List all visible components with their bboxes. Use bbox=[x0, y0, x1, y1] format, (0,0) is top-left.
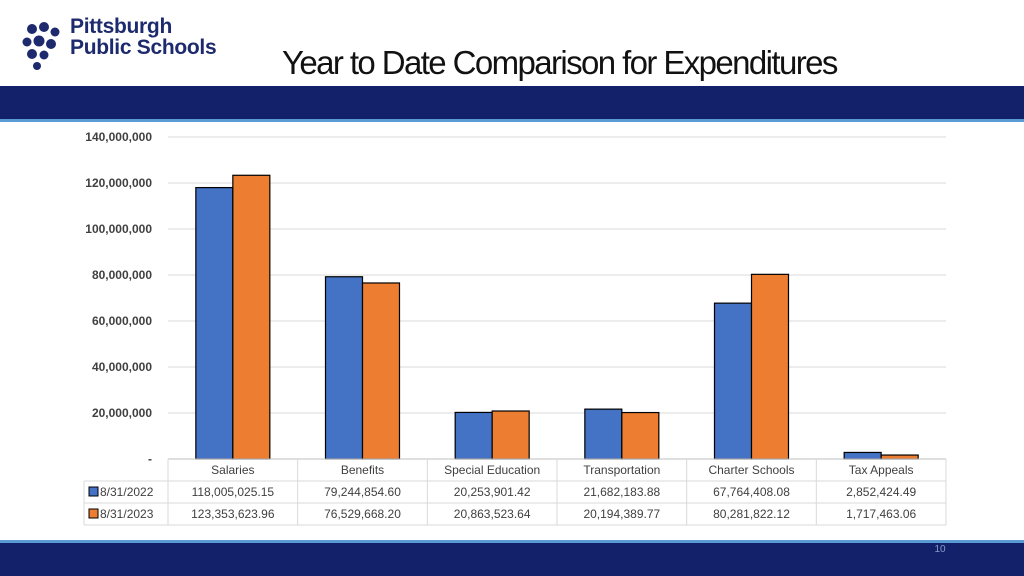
bar-8/31/2023-Tax Appeals bbox=[880, 454, 919, 460]
table-value-cell: 20,253,901.42 bbox=[454, 485, 531, 499]
table-category-label: Transportation bbox=[583, 463, 660, 477]
table-value-cell: 20,863,523.64 bbox=[454, 507, 531, 521]
y-tick-label: 60,000,000 bbox=[92, 314, 152, 328]
footer-band bbox=[0, 543, 1024, 576]
bar-8/31/2022-Charter Schools bbox=[713, 302, 753, 460]
table-value-cell: 76,529,668.20 bbox=[324, 507, 401, 521]
y-tick-label: 100,000,000 bbox=[85, 222, 152, 236]
table-category-label: Benefits bbox=[341, 463, 384, 477]
table-category-label: Charter Schools bbox=[708, 463, 794, 477]
bar-8/31/2023-Benefits bbox=[361, 282, 401, 460]
bar-8/31/2022-Benefits bbox=[324, 276, 364, 460]
bar-8/31/2022-Special Education bbox=[454, 411, 493, 460]
pittsburgh-public-schools-logo: Pittsburgh Public Schools bbox=[22, 16, 242, 74]
grid-lines bbox=[168, 136, 946, 414]
bar-8/31/2023-Charter Schools bbox=[750, 273, 790, 460]
expenditure-bar-chart: - 20,000,000 40,000,000 60,000,000 80,000,00… bbox=[83, 130, 947, 526]
table-value-cell: 80,281,822.12 bbox=[713, 507, 790, 521]
bar-8/31/2022-Transportation bbox=[584, 408, 623, 460]
y-axis-ticks: - 20,000,000 40,000,000 60,000,000 80,000,00… bbox=[85, 130, 152, 466]
table-value-cell: 123,353,623.96 bbox=[191, 507, 275, 521]
table-value-cell: 21,682,183.88 bbox=[583, 485, 660, 499]
table-value-cell: 67,764,408.08 bbox=[713, 485, 790, 499]
logo-wordmark: Pittsburgh Public Schools bbox=[70, 15, 217, 59]
data-table: Salaries Benefits Special Education Transpo… bbox=[83, 458, 947, 526]
table-value-cell: 118,005,025.15 bbox=[192, 485, 275, 499]
legend-series-name: 8/31/2023 bbox=[100, 507, 154, 521]
page-number: 10 bbox=[934, 544, 946, 555]
legend-series-name: 8/31/2022 bbox=[100, 485, 154, 499]
y-tick-label: 80,000,000 bbox=[92, 268, 152, 282]
logo-mark-icon bbox=[22, 22, 60, 70]
slide-title: Year to Date Comparison for Expenditures bbox=[282, 44, 838, 81]
y-tick-label: - bbox=[148, 452, 152, 466]
bar-8/31/2023-Salaries bbox=[232, 174, 271, 460]
bar-8/31/2022-Tax Appeals bbox=[843, 451, 882, 460]
table-value-cell: 2,852,424.49 bbox=[846, 485, 916, 499]
bars bbox=[195, 174, 919, 460]
legend-swatch-8/31/2023 bbox=[88, 508, 99, 519]
bar-8/31/2022-Salaries bbox=[195, 186, 234, 460]
table-value-cell: 20,194,389.77 bbox=[583, 507, 660, 521]
table-category-label: Salaries bbox=[211, 463, 254, 477]
y-tick-label: 140,000,000 bbox=[85, 130, 152, 144]
y-tick-label: 20,000,000 bbox=[92, 406, 152, 420]
table-value-cell: 79,244,854.60 bbox=[324, 485, 401, 499]
legend-swatch-8/31/2022 bbox=[88, 486, 99, 497]
footer-accent-line bbox=[0, 540, 1024, 543]
bar-8/31/2023-Special Education bbox=[491, 410, 530, 460]
table-value-cell: 1,717,463.06 bbox=[846, 507, 916, 521]
table-category-label: Special Education bbox=[444, 463, 540, 477]
table-category-label: Tax Appeals bbox=[849, 463, 914, 477]
logo-line-2: Public Schools bbox=[70, 36, 217, 59]
y-tick-label: 40,000,000 bbox=[92, 360, 152, 374]
header-band bbox=[0, 86, 1024, 119]
logo-line-1: Pittsburgh bbox=[70, 15, 172, 38]
y-tick-label: 120,000,000 bbox=[85, 176, 152, 190]
bar-8/31/2023-Transportation bbox=[621, 411, 660, 460]
header-accent-line bbox=[0, 119, 1024, 122]
